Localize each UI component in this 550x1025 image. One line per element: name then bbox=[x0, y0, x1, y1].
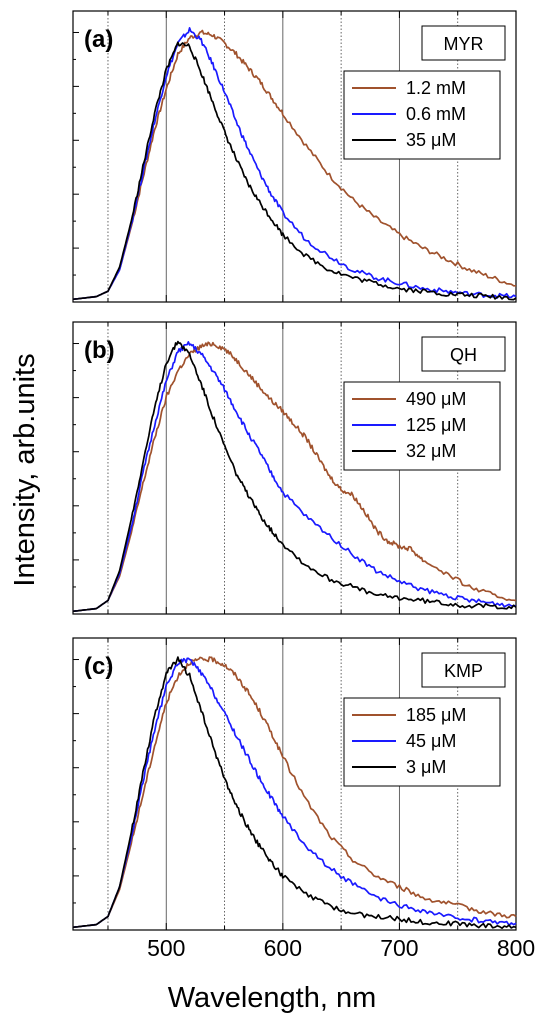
compound-label: KMP bbox=[444, 661, 483, 681]
legend-entry: 35 μM bbox=[406, 130, 456, 150]
x-tick-label: 800 bbox=[497, 935, 535, 961]
x-tick-label: 700 bbox=[380, 935, 418, 961]
y-axis-title: Intensity, arb.units bbox=[9, 353, 41, 586]
series-line-2 bbox=[72, 656, 517, 930]
series-line-0 bbox=[72, 341, 517, 613]
x-tick-label: 600 bbox=[264, 935, 302, 961]
series-line-1 bbox=[72, 657, 517, 929]
series-line-0 bbox=[72, 656, 517, 929]
legend-entry: 0.6 mM bbox=[406, 104, 466, 124]
x-tick-label: 500 bbox=[147, 935, 185, 961]
compound-label: MYR bbox=[444, 34, 484, 54]
legend-entry: 125 μM bbox=[406, 415, 466, 435]
compound-label-box bbox=[421, 336, 506, 372]
compound-label-box bbox=[421, 652, 506, 688]
panel-kmp: 500 600 700 800 (c) KMP 185 μM 45 μM 3 μM bbox=[72, 637, 535, 961]
legend-entry: 32 μM bbox=[406, 441, 456, 461]
panel-label: (c) bbox=[84, 653, 113, 680]
x-axis-title: Wavelength, nm bbox=[168, 982, 376, 1014]
compound-label-box bbox=[421, 25, 506, 61]
legend-entry: 185 μM bbox=[406, 705, 466, 725]
legend-entry: 490 μM bbox=[406, 389, 466, 409]
panel-label: (a) bbox=[84, 26, 113, 53]
compound-label: QH bbox=[450, 345, 477, 365]
panel-label: (b) bbox=[84, 337, 115, 364]
legend-entry: 1.2 mM bbox=[406, 78, 466, 98]
legend: 185 μM 45 μM 3 μM bbox=[343, 697, 501, 787]
legend: 1.2 mM 0.6 mM 35 μM bbox=[343, 70, 501, 160]
legend: 490 μM 125 μM 32 μM bbox=[343, 381, 501, 471]
series-line-2 bbox=[72, 340, 517, 613]
series-line-2 bbox=[72, 41, 517, 301]
legend-entry: 45 μM bbox=[406, 731, 456, 751]
series-line-1 bbox=[72, 341, 517, 613]
panel-myr: (a) MYR 1.2 mM 0.6 mM 35 μM bbox=[72, 10, 517, 303]
panel-qh: (b) QH 490 μM 125 μM 32 μM bbox=[72, 321, 517, 615]
legend-entry: 3 μM bbox=[406, 757, 446, 777]
